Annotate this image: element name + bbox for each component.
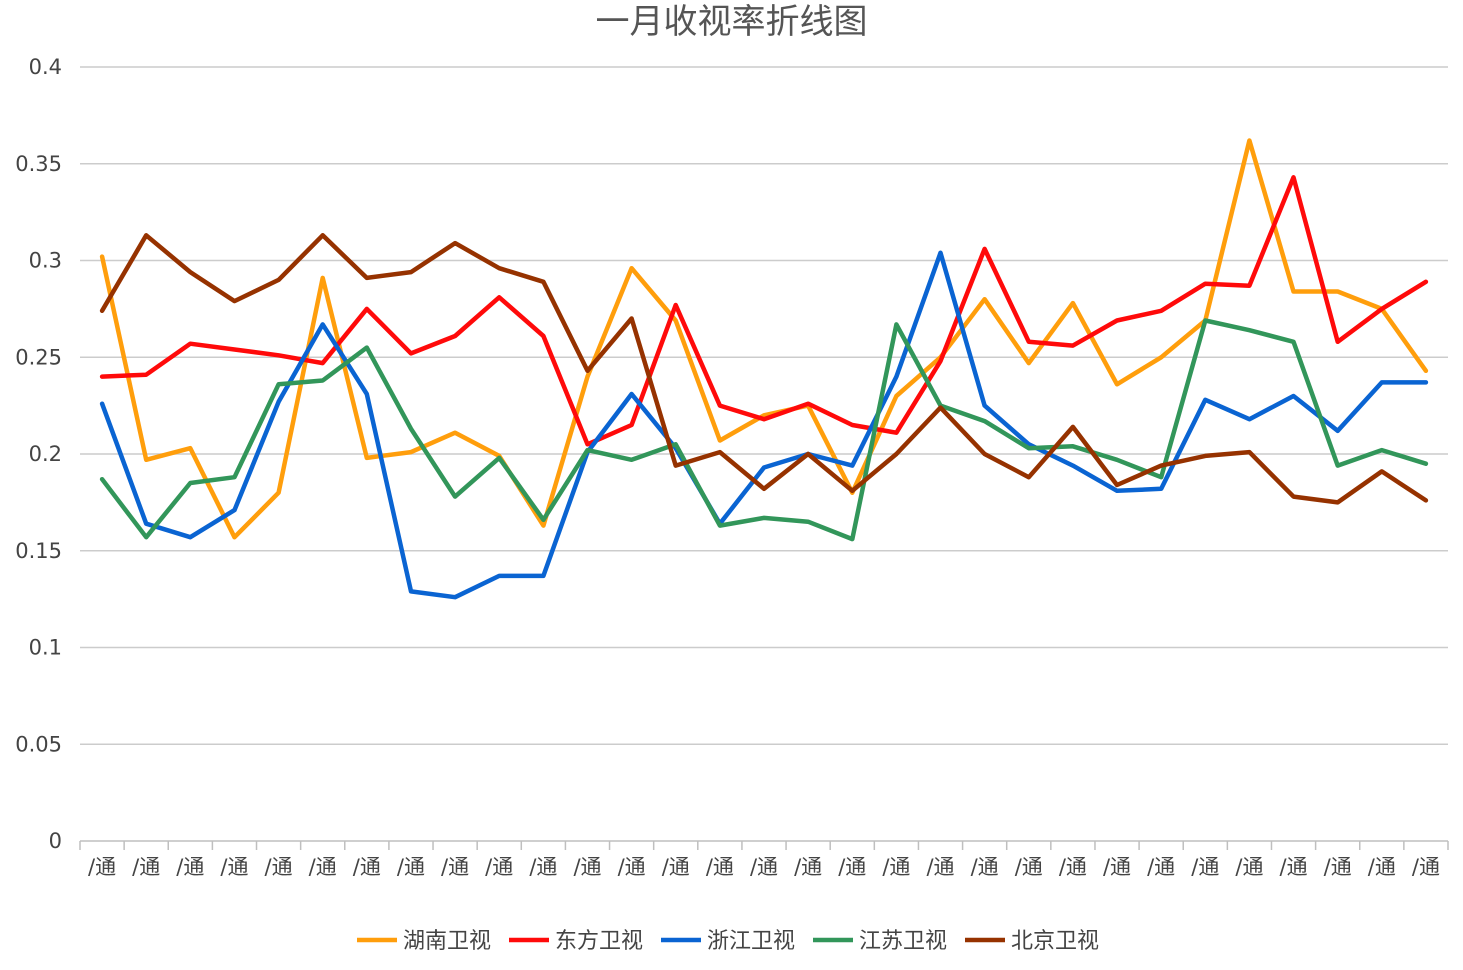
x-tick-label: /通 <box>441 855 469 879</box>
chart-title: 一月收视率折线图 <box>595 2 868 42</box>
x-tick-label: /通 <box>1412 855 1440 879</box>
legend-label-3: 江苏卫视 <box>859 929 947 954</box>
y-tick-label: 0.05 <box>15 732 62 756</box>
legend-label-1: 东方卫视 <box>555 929 643 954</box>
y-tick-label: 0.25 <box>15 345 62 369</box>
x-tick-label: /通 <box>1235 855 1263 879</box>
series-line-4 <box>99 233 1429 505</box>
x-tick-label: /通 <box>573 855 601 879</box>
series-line-1 <box>99 175 1429 447</box>
x-tick-label: /通 <box>1324 855 1352 879</box>
legend-label-2: 浙江卫视 <box>707 929 795 954</box>
x-tick-label: /通 <box>265 855 293 879</box>
series-lines <box>99 138 1429 600</box>
x-tick-label: /通 <box>1059 855 1087 879</box>
x-tick-label: /通 <box>662 855 690 879</box>
legend: 湖南卫视 东方卫视 浙江卫视 江苏卫视 北京卫视 <box>357 929 1099 954</box>
x-tick-label: /通 <box>750 855 778 879</box>
y-tick-label: 0.4 <box>29 55 62 79</box>
legend-label-0: 湖南卫视 <box>403 929 491 954</box>
x-tick-label: /通 <box>220 855 248 879</box>
y-tick-label: 0.1 <box>29 636 62 660</box>
series-line-3 <box>99 318 1429 542</box>
x-tick-label: /通 <box>485 855 513 879</box>
y-tick-label: 0.3 <box>29 249 62 273</box>
y-tick-label: 0.35 <box>15 152 62 176</box>
x-axis: /通/通/通/通/通/通/通/通/通/通/通/通/通/通/通/通/通/通/通/通… <box>79 840 1449 879</box>
y-tick-label: 0.2 <box>29 442 62 466</box>
y-axis: 0 0.05 0.1 0.15 0.2 0.25 0.3 0.35 0.4 <box>15 55 62 853</box>
x-tick-label: /通 <box>926 855 954 879</box>
series-line-2 <box>99 250 1429 600</box>
x-tick-label: /通 <box>971 855 999 879</box>
x-tick-label: /通 <box>176 855 204 879</box>
y-tick-label: 0.15 <box>15 539 62 563</box>
x-tick-label: /通 <box>309 855 337 879</box>
x-tick-label: /通 <box>1368 855 1396 879</box>
x-tick-label: /通 <box>1191 855 1219 879</box>
legend-label-4: 北京卫视 <box>1011 929 1099 954</box>
x-tick-label: /通 <box>882 855 910 879</box>
x-tick-label: /通 <box>88 855 116 879</box>
x-tick-label: /通 <box>794 855 822 879</box>
x-tick-label: /通 <box>397 855 425 879</box>
y-tick-label: 0 <box>49 829 62 853</box>
x-tick-label: /通 <box>838 855 866 879</box>
x-tick-label: /通 <box>706 855 734 879</box>
x-tick-label: /通 <box>1103 855 1131 879</box>
x-tick-label: /通 <box>132 855 160 879</box>
x-tick-label: /通 <box>1015 855 1043 879</box>
x-tick-label: /通 <box>529 855 557 879</box>
x-tick-label: /通 <box>618 855 646 879</box>
grid-lines <box>80 66 1448 745</box>
x-tick-label: /通 <box>353 855 381 879</box>
x-tick-label: /通 <box>1147 855 1175 879</box>
series-line-0 <box>99 138 1429 540</box>
x-tick-label: /通 <box>1280 855 1308 879</box>
